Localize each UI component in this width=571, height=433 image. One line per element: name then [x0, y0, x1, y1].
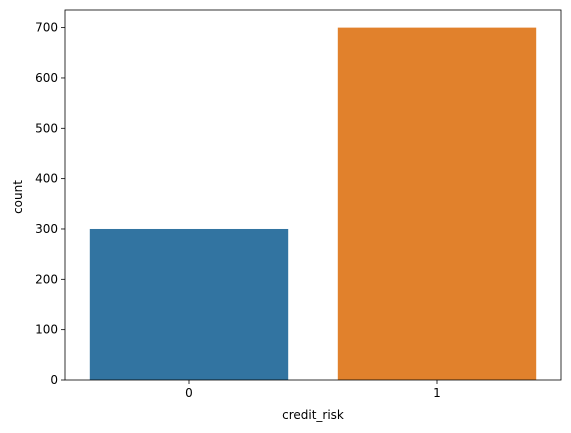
bar-0 — [89, 228, 289, 380]
x-tick-label: 0 — [185, 386, 193, 400]
y-tick-label: 500 — [35, 121, 58, 135]
y-tick-label: 300 — [35, 222, 58, 236]
plot-frame — [64, 9, 562, 381]
y-tick-label: 600 — [35, 71, 58, 85]
y-tick-label: 0 — [50, 373, 58, 387]
x-axis-title: credit_risk — [282, 408, 344, 422]
y-axis-title: count — [11, 180, 25, 214]
x-tick-label: 1 — [433, 386, 441, 400]
y-tick-label: 400 — [35, 172, 58, 186]
y-tick-label: 200 — [35, 272, 58, 286]
y-tick-label: 100 — [35, 323, 58, 337]
plot-area: 0 1 0 100 200 300 400 500 600 700 — [35, 9, 562, 400]
y-tick-label: 700 — [35, 21, 58, 35]
bar-1 — [337, 27, 537, 380]
